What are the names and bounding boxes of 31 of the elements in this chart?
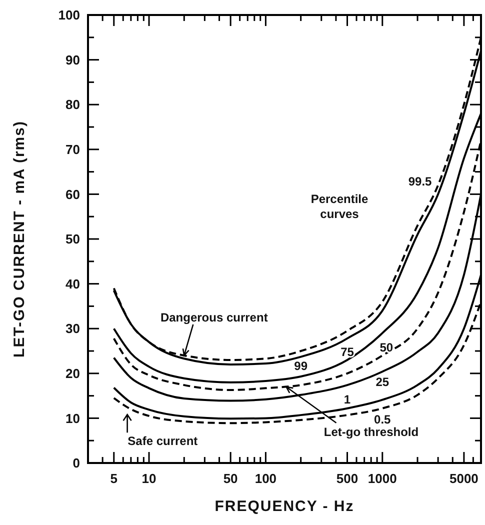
x-tick-label: 100 — [254, 471, 277, 486]
y-tick-label: 20 — [66, 366, 80, 381]
x-tick-label: 500 — [336, 471, 358, 486]
annotation: Safe current — [128, 434, 198, 448]
y-tick-label: 10 — [66, 410, 80, 426]
series-label: 50 — [380, 340, 394, 355]
y-tick-label: 40 — [66, 276, 80, 292]
annotation: Let-go threshold — [324, 425, 419, 440]
y-tick-label: 30 — [66, 321, 80, 336]
series-label: 99 — [294, 359, 308, 374]
y-tick-label: 70 — [66, 142, 80, 157]
y-tick-label: 50 — [66, 232, 80, 247]
x-tick-label: 5000 — [449, 471, 478, 486]
y-tick-label: 100 — [58, 8, 80, 23]
annotation: Percentile curves — [310, 192, 369, 222]
x-tick-label: 50 — [223, 471, 238, 486]
series-label: 75 — [340, 345, 354, 360]
x-axis-title: FREQUENCY - Hz — [214, 498, 354, 515]
y-tick-label: 60 — [66, 186, 80, 202]
y-tick-label: 80 — [66, 97, 80, 112]
x-tick-label: 10 — [142, 471, 156, 486]
series-label: 0.5 — [374, 412, 392, 427]
x-tick-label: 1000 — [368, 471, 397, 486]
y-axis-title: LET-GO CURRENT - mA (rms) — [11, 120, 28, 358]
x-tick-label: 5 — [110, 471, 118, 486]
series-label: 99.5 — [408, 174, 432, 188]
annotation: Dangerous current — [160, 310, 268, 325]
y-tick-label: 0 — [72, 456, 80, 471]
y-tick-label: 90 — [66, 52, 80, 68]
series-label: 1 — [344, 392, 351, 407]
series-label: 25 — [376, 374, 390, 389]
